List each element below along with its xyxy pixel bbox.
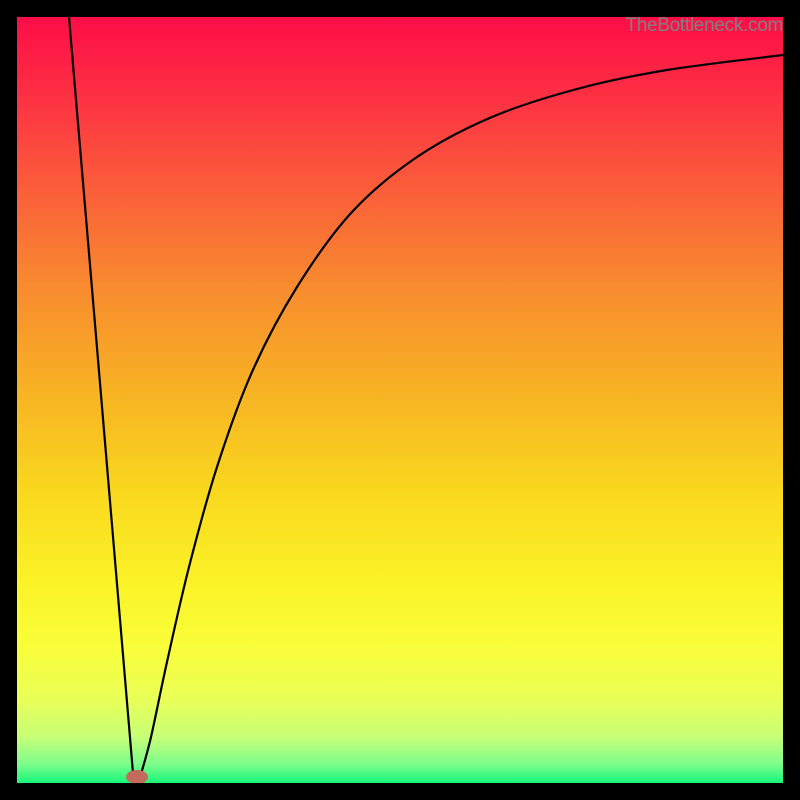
curve-left-branch [69,17,133,773]
curve-right-branch [141,55,783,774]
watermark-text: TheBottleneck.com [625,15,783,37]
chart-curve-layer [17,17,783,783]
optimum-marker [126,770,148,783]
chart-plot-area [17,17,783,783]
